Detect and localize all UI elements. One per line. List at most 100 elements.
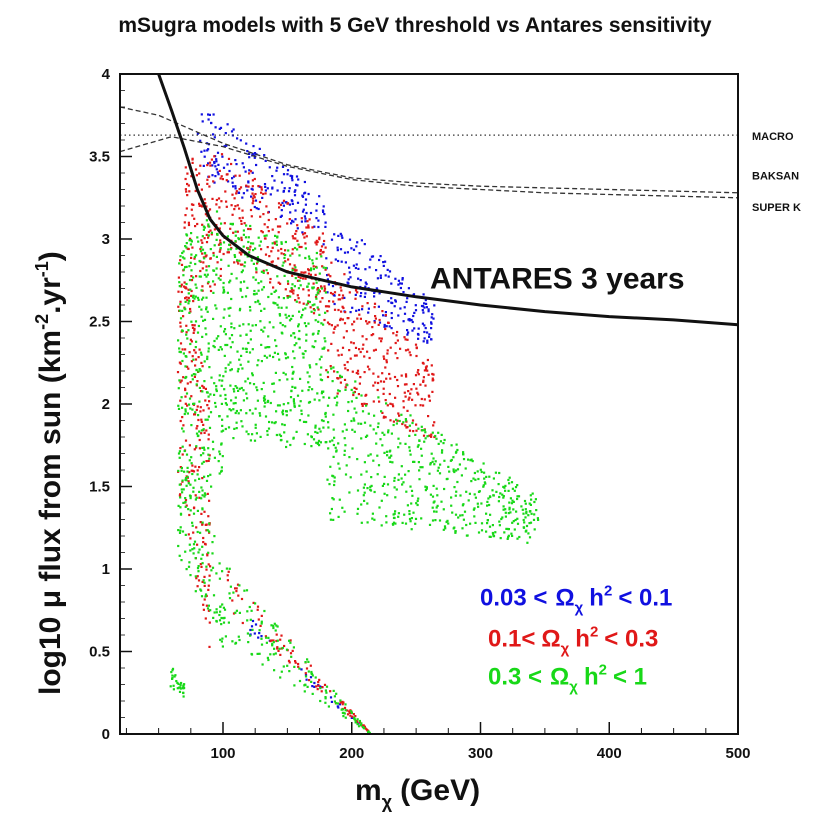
data-point	[198, 496, 201, 499]
data-point	[372, 372, 375, 375]
data-point	[366, 365, 370, 368]
data-point	[408, 429, 412, 432]
data-point	[351, 428, 354, 431]
data-point	[198, 172, 201, 175]
data-point	[422, 379, 425, 382]
data-point	[439, 463, 442, 466]
data-point	[351, 323, 354, 326]
data-point	[412, 511, 415, 514]
data-point	[404, 522, 408, 525]
data-point	[192, 402, 195, 405]
data-point	[385, 377, 388, 380]
data-point	[430, 435, 433, 438]
data-point	[184, 550, 187, 553]
data-point	[362, 486, 365, 489]
data-point	[263, 234, 266, 237]
data-point	[239, 287, 242, 291]
data-point	[201, 489, 204, 492]
data-point	[386, 494, 389, 497]
data-point	[319, 699, 322, 703]
data-point	[185, 324, 188, 327]
data-point	[341, 236, 344, 239]
data-point	[196, 380, 199, 383]
data-point	[266, 433, 269, 436]
data-point	[263, 405, 266, 408]
data-point	[276, 646, 279, 649]
data-point	[188, 278, 192, 282]
data-point	[190, 279, 194, 282]
data-point	[467, 458, 470, 461]
data-point	[400, 374, 403, 377]
data-point	[374, 315, 377, 318]
data-point	[341, 294, 345, 297]
data-point	[272, 382, 275, 385]
data-point	[399, 286, 402, 290]
data-point	[241, 162, 244, 165]
data-point	[302, 208, 305, 211]
data-point	[435, 487, 438, 490]
data-point	[284, 260, 287, 263]
data-point	[353, 407, 356, 410]
data-point	[411, 494, 414, 497]
data-point	[504, 515, 507, 518]
data-point	[365, 338, 368, 341]
data-point	[372, 459, 375, 462]
data-point	[417, 337, 420, 340]
data-point	[282, 371, 285, 374]
data-point	[428, 434, 431, 437]
data-point	[500, 517, 503, 521]
data-point	[194, 225, 197, 228]
data-point	[426, 341, 429, 344]
data-point	[204, 202, 207, 205]
data-point	[369, 424, 372, 427]
data-point	[185, 375, 188, 379]
data-point	[318, 238, 321, 241]
data-point	[407, 390, 410, 393]
data-point	[205, 565, 208, 568]
data-point	[421, 466, 424, 469]
data-point	[291, 274, 294, 277]
data-point	[227, 363, 230, 366]
y-tick-label: 3	[102, 231, 110, 248]
data-point	[483, 471, 486, 474]
data-point	[339, 286, 342, 289]
data-point	[508, 506, 511, 509]
data-point	[528, 502, 531, 505]
data-point	[301, 352, 304, 355]
data-point	[172, 684, 175, 687]
data-point	[260, 614, 263, 617]
data-point	[402, 400, 405, 403]
data-point	[237, 389, 240, 392]
data-point	[190, 253, 193, 256]
data-point	[271, 642, 274, 645]
data-point	[214, 175, 217, 178]
data-point	[184, 477, 188, 480]
data-point	[344, 388, 347, 391]
data-point	[266, 346, 269, 349]
data-point	[239, 139, 242, 142]
data-point	[391, 403, 394, 406]
data-point	[395, 422, 398, 425]
data-point	[213, 456, 216, 459]
data-point	[318, 427, 321, 430]
data-point	[231, 599, 234, 602]
data-point	[397, 412, 400, 415]
data-point	[411, 320, 414, 324]
data-point	[184, 188, 187, 191]
data-point	[298, 404, 301, 407]
data-point	[323, 239, 326, 243]
data-point	[465, 534, 468, 537]
data-point	[218, 415, 221, 418]
data-point	[204, 418, 207, 421]
data-point	[379, 255, 382, 258]
data-point	[213, 339, 216, 343]
data-point	[309, 366, 312, 369]
data-point	[352, 329, 355, 332]
data-point	[286, 296, 289, 299]
data-point	[343, 296, 346, 299]
data-point	[202, 386, 205, 389]
data-point	[333, 302, 336, 306]
data-point	[521, 508, 524, 511]
data-point	[241, 295, 244, 299]
data-point	[301, 314, 304, 317]
